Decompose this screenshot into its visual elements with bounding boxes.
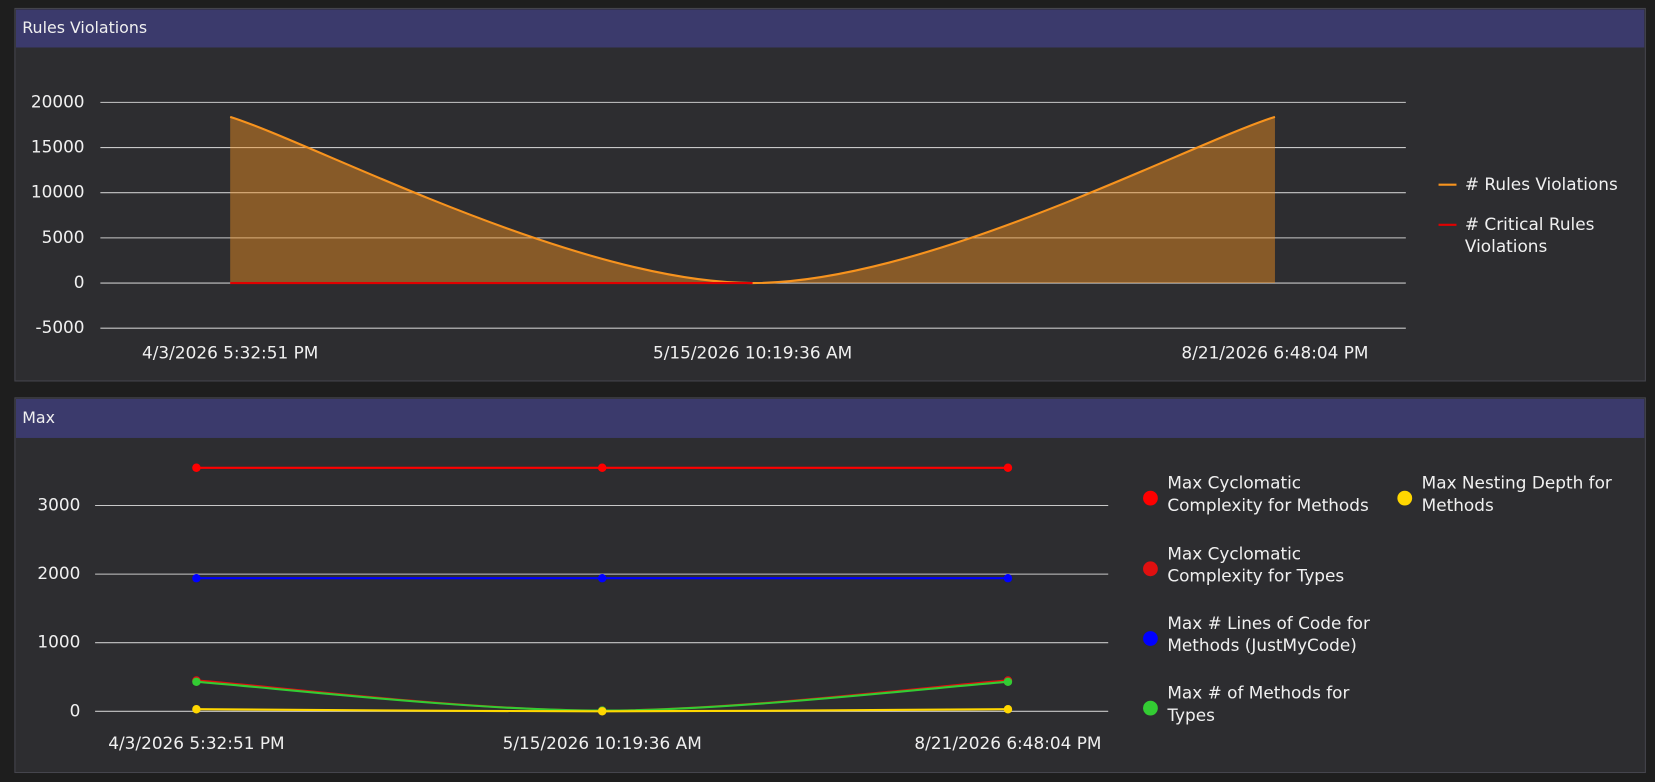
legend-label-box: Max # of Methods for Types — [1167, 682, 1350, 726]
y-tick-label: 10000 — [31, 182, 85, 202]
legend-swatch — [1143, 631, 1158, 646]
x-tick-label: 5/15/2026 10:19:36 AM — [503, 733, 702, 753]
legend-swatch — [1143, 700, 1158, 716]
legend-label: # Rules Violations — [1464, 174, 1618, 195]
point — [192, 463, 201, 472]
legend-label-box: Max Cyclomatic Complexity for Methods — [1167, 472, 1369, 516]
y-tick-label: 5000 — [42, 227, 85, 247]
legend-swatch — [1143, 561, 1158, 577]
y-tick-label: 2000 — [37, 563, 80, 583]
point — [1003, 463, 1013, 472]
point — [1003, 573, 1013, 583]
legend-label-box: Max Cyclomatic Complexity for Types — [1167, 543, 1345, 586]
point — [597, 573, 607, 583]
legend-label-box: # Critical Rules Violations — [1464, 214, 1595, 257]
legend-label: Max Cyclomatic Complexity for Types — [1167, 543, 1345, 586]
legend-label-box: Max # Lines of Code for Methods (JustMyC… — [1167, 613, 1370, 656]
legend-label: Max # Lines of Code for Methods (JustMyC… — [1167, 613, 1370, 656]
panel-header — [15, 9, 1645, 48]
y-tick-label: 3000 — [37, 495, 80, 515]
legend-label-box: # Rules Violations — [1464, 174, 1618, 195]
panel-title: Rules Violations — [22, 18, 147, 37]
point — [1003, 677, 1013, 687]
legend-label: Max Cyclomatic Complexity for Methods — [1167, 472, 1369, 516]
x-tick-label: 4/3/2026 5:32:51 PM — [108, 733, 284, 753]
legend-swatch — [1397, 490, 1413, 506]
y-tick-label: 0 — [70, 700, 81, 720]
point — [597, 707, 607, 716]
panel — [14, 7, 1646, 382]
x-tick-label: 5/15/2026 10:19:36 AM — [653, 343, 852, 363]
y-tick-label: 0 — [74, 272, 85, 292]
y-tick-label: 20000 — [31, 91, 85, 111]
point — [192, 573, 201, 583]
panel — [14, 397, 1646, 774]
point — [597, 463, 607, 472]
legend-swatch — [1143, 490, 1158, 506]
x-tick-label: 4/3/2026 5:32:51 PM — [142, 343, 318, 363]
y-tick-label: 1000 — [37, 632, 80, 652]
panel-title: Max — [22, 408, 55, 427]
legend-label-box: Max Nesting Depth for Methods — [1421, 472, 1612, 516]
x-tick-label: 8/21/2026 6:48:04 PM — [914, 733, 1101, 753]
legend-label: Max # of Methods for Types — [1167, 682, 1350, 726]
point — [192, 677, 201, 687]
y-tick-label: -5000 — [36, 317, 85, 337]
y-tick-label: 15000 — [31, 137, 85, 157]
legend-label: Max Nesting Depth for Methods — [1421, 472, 1612, 516]
legend-label: # Critical Rules Violations — [1464, 214, 1595, 257]
point — [192, 705, 201, 714]
panel-header — [15, 398, 1645, 438]
x-tick-label: 8/21/2026 6:48:04 PM — [1181, 343, 1368, 363]
point — [1003, 705, 1013, 714]
area — [230, 116, 1275, 284]
